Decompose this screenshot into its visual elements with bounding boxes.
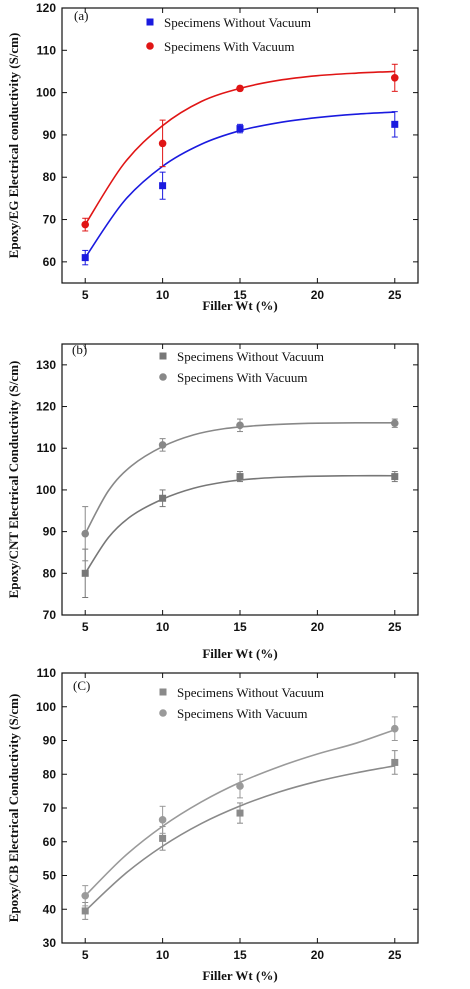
y-tick-label: 80 — [43, 170, 57, 184]
data-point — [236, 84, 244, 93]
data-point — [390, 74, 399, 82]
legend-marker — [159, 373, 167, 381]
y-tick-label: 30 — [43, 936, 57, 950]
x-tick-label: 5 — [82, 948, 89, 962]
data-point — [159, 182, 167, 190]
y-tick-label: 100 — [36, 700, 56, 714]
legend-marker — [146, 18, 154, 26]
x-tick-label: 25 — [388, 948, 402, 962]
x-tick-label: 15 — [233, 288, 247, 302]
panel-label: (b) — [72, 342, 87, 357]
y-tick-label: 120 — [36, 400, 56, 414]
data-point — [390, 724, 399, 733]
data-point — [390, 419, 399, 428]
legend-label: Specimens Without Vacuum — [177, 685, 324, 700]
y-tick-label: 70 — [43, 608, 57, 622]
data-point — [391, 473, 399, 481]
y-axis-label: Epoxy/CNT Electrical Conductivity (S/cm) — [6, 361, 21, 599]
data-point — [81, 569, 89, 577]
x-tick-label: 15 — [233, 620, 247, 634]
series-1: Specimens Without Vacuum — [81, 685, 399, 920]
chart-panel-1: 5 10 15 20 25 60 70 80 90 100 110 120 Filler Wt (%) E… — [6, 1, 419, 313]
data-point — [159, 494, 167, 502]
x-tick-label: 25 — [388, 288, 402, 302]
legend-marker — [159, 709, 167, 717]
x-tick-label: 5 — [82, 620, 89, 634]
x-axis-label: Filler Wt (%) — [202, 968, 277, 983]
x-tick-label: 5 — [82, 288, 89, 302]
data-point — [391, 758, 399, 766]
x-axis-label: Filler Wt (%) — [202, 298, 277, 313]
y-tick-label: 90 — [43, 525, 57, 539]
legend-marker — [159, 688, 167, 696]
legend-label: Specimens With Vacuum — [177, 370, 307, 385]
data-point — [81, 220, 90, 229]
y-tick-label: 100 — [36, 483, 56, 497]
data-point — [158, 441, 167, 449]
y-axis-label: Epoxy/CB Electrical Conductivity (S/cm) — [6, 694, 21, 923]
data-point — [236, 809, 244, 817]
legend-label: Specimens With Vacuum — [164, 39, 294, 54]
legend-label: Specimens With Vacuum — [177, 706, 307, 721]
y-tick-label: 100 — [36, 86, 56, 100]
y-tick-label: 70 — [43, 801, 57, 815]
y-tick-label: 120 — [36, 1, 56, 15]
fit-curve — [84, 111, 395, 259]
y-tick-label: 90 — [43, 734, 57, 748]
data-point — [81, 907, 89, 915]
y-tick-label: 110 — [37, 441, 57, 455]
data-point — [81, 254, 89, 262]
data-point — [81, 529, 90, 538]
y-tick-label: 50 — [43, 869, 57, 883]
legend-marker — [159, 352, 167, 360]
data-point — [391, 120, 399, 128]
x-axis-label: Filler Wt (%) — [202, 646, 277, 661]
y-tick-label: 60 — [43, 255, 57, 269]
fit-curve — [84, 474, 395, 574]
x-tick-label: 10 — [156, 288, 170, 302]
panel-label: (a) — [74, 8, 88, 23]
data-point — [158, 816, 167, 824]
y-tick-label: 110 — [37, 666, 57, 680]
data-point — [236, 782, 244, 790]
data-point — [158, 139, 167, 148]
series-2: Specimens With Vacuum — [81, 370, 399, 562]
x-tick-label: 10 — [156, 620, 170, 634]
fit-curve — [84, 421, 395, 535]
series-2: Specimens With Vacuum — [81, 39, 399, 232]
y-tick-label: 60 — [43, 835, 57, 849]
x-tick-label: 20 — [311, 948, 325, 962]
x-tick-label: 20 — [311, 620, 325, 634]
chart-panel-3: 5 10 15 20 25 30 40 50 60 70 80 90 100 110 Filler Wt (… — [6, 666, 419, 983]
y-axis-label: Epoxy/EG Electrical conductivity (S/cm) — [6, 33, 21, 259]
y-tick-label: 130 — [36, 358, 56, 372]
legend-marker — [146, 42, 154, 50]
x-tick-label: 25 — [388, 620, 402, 634]
y-tick-label: 110 — [37, 43, 57, 57]
data-point — [159, 834, 167, 842]
data-point — [81, 891, 90, 900]
chart-panel-2: 5 10 15 20 25 70 80 90 100 110 120 130 Filler Wt (%)… — [6, 342, 419, 661]
data-point — [236, 125, 244, 133]
panel-label: (C) — [73, 678, 90, 693]
legend-label: Specimens Without Vacuum — [164, 15, 311, 30]
y-tick-label: 70 — [43, 213, 57, 227]
series-2: Specimens With Vacuum — [81, 706, 399, 907]
data-point — [236, 473, 244, 481]
y-tick-label: 40 — [43, 902, 57, 916]
legend-label: Specimens Without Vacuum — [177, 349, 324, 364]
y-tick-label: 80 — [43, 767, 57, 781]
x-tick-label: 10 — [156, 948, 170, 962]
x-tick-label: 15 — [233, 948, 247, 962]
y-tick-label: 80 — [43, 566, 57, 580]
fit-curve — [84, 70, 395, 226]
data-point — [236, 421, 244, 430]
series-1: Specimens Without Vacuum — [81, 15, 399, 266]
y-tick-label: 90 — [43, 128, 57, 142]
series-1: Specimens Without Vacuum — [81, 349, 399, 598]
x-tick-label: 20 — [311, 288, 325, 302]
